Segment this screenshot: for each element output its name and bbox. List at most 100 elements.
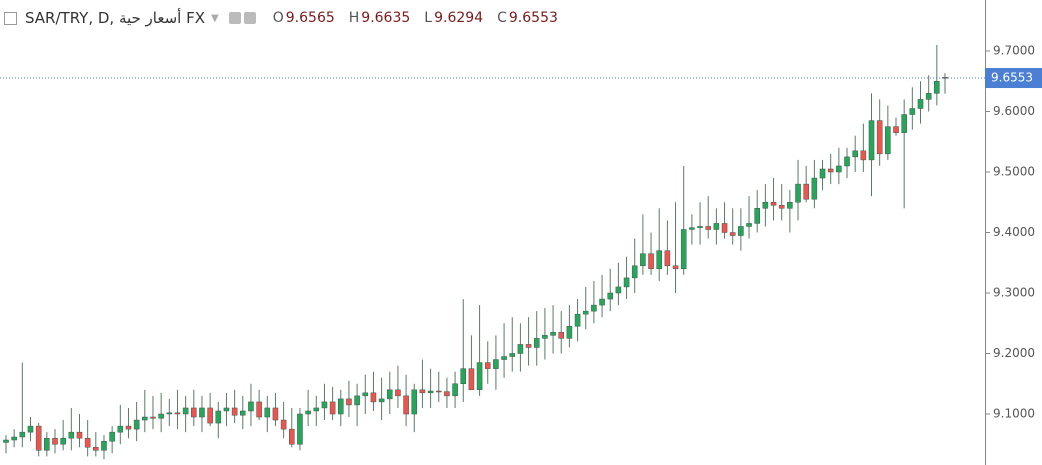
candle-body bbox=[713, 223, 720, 230]
candle-body bbox=[231, 407, 238, 416]
candle-body bbox=[811, 177, 818, 200]
candle-body bbox=[901, 114, 907, 133]
candle-body bbox=[248, 401, 254, 412]
ohlc-label: C bbox=[497, 10, 507, 26]
candle-body bbox=[844, 156, 850, 167]
candle-body bbox=[680, 229, 687, 270]
candle-body bbox=[917, 99, 924, 109]
candle-body bbox=[11, 436, 17, 441]
candle-body bbox=[199, 407, 205, 418]
ohlc-label: H bbox=[348, 10, 360, 26]
candle-body bbox=[109, 431, 115, 442]
candle-body bbox=[240, 410, 246, 416]
ohlc-value: 9.6553 bbox=[508, 10, 558, 26]
candle-body bbox=[19, 431, 26, 438]
candle-body bbox=[787, 202, 793, 209]
candle-body bbox=[452, 383, 458, 397]
candle-body bbox=[689, 227, 695, 230]
candle-body bbox=[631, 265, 638, 279]
candle-body bbox=[819, 168, 826, 179]
candle-body bbox=[909, 108, 916, 115]
candle-body bbox=[182, 407, 189, 415]
candle-body bbox=[705, 226, 711, 230]
candle-body bbox=[378, 398, 385, 403]
candle-body bbox=[852, 150, 858, 158]
candle-body bbox=[876, 120, 883, 155]
candle-body bbox=[264, 407, 271, 418]
candle-body bbox=[468, 368, 475, 391]
last-price-label: 9.6553 bbox=[991, 71, 1033, 85]
ohlc-value: 9.6565 bbox=[285, 10, 335, 26]
candle-body bbox=[582, 310, 589, 315]
candle-body bbox=[329, 401, 336, 415]
candle-body bbox=[158, 413, 164, 419]
dropdown[interactable]: ▼ bbox=[211, 12, 219, 24]
y-tick-label: 9.2000 bbox=[993, 346, 1035, 360]
candle-body bbox=[337, 398, 344, 415]
candle-body bbox=[84, 437, 91, 448]
candle-body bbox=[215, 410, 222, 424]
candle-body bbox=[52, 437, 58, 445]
candle-body bbox=[427, 390, 434, 394]
candle-body bbox=[721, 223, 728, 233]
candle-body bbox=[925, 93, 932, 100]
candle-body bbox=[623, 277, 630, 288]
candle-body bbox=[150, 416, 156, 419]
candle-body bbox=[795, 183, 801, 203]
y-tick-label: 9.4000 bbox=[993, 225, 1035, 239]
candle-body bbox=[803, 183, 809, 200]
ohlc-label: L bbox=[424, 10, 433, 26]
settings-icon[interactable] bbox=[243, 12, 256, 24]
collapse-toggle[interactable] bbox=[4, 11, 17, 25]
candle-body bbox=[836, 165, 842, 173]
candle-body bbox=[27, 425, 34, 433]
candle-body bbox=[558, 332, 565, 339]
candle-body bbox=[860, 150, 867, 161]
candle-body bbox=[574, 313, 581, 327]
candle-body bbox=[44, 437, 50, 451]
candle-body bbox=[827, 168, 834, 173]
candle-body bbox=[615, 286, 622, 294]
candle-body bbox=[778, 205, 785, 209]
candle-body bbox=[362, 392, 369, 397]
eye-icon[interactable] bbox=[228, 12, 241, 24]
candle-body bbox=[370, 392, 377, 403]
candle-body bbox=[142, 416, 148, 421]
candle-body bbox=[60, 437, 66, 445]
candle-body bbox=[386, 389, 393, 400]
candle-body bbox=[746, 223, 752, 227]
candle-body bbox=[395, 389, 401, 397]
ohlc-item: O 9.6565 bbox=[273, 10, 335, 26]
ohlc-item: L 9.6294 bbox=[424, 10, 483, 26]
candle-body bbox=[599, 298, 605, 306]
candle-body bbox=[672, 265, 679, 270]
candle-body bbox=[435, 390, 442, 393]
candle-body bbox=[885, 126, 891, 155]
candle-body bbox=[729, 232, 736, 236]
header: SAR/TRY, D, أسعار حية FX ▼ O 9.6565 H 9.663… bbox=[0, 6, 558, 30]
ohlc-item: H 9.6635 bbox=[349, 10, 411, 26]
candle-body bbox=[525, 344, 532, 348]
candle-body bbox=[542, 335, 548, 339]
ohlc-label: O bbox=[272, 10, 284, 26]
candle-body bbox=[191, 407, 197, 418]
candle-body bbox=[35, 425, 42, 451]
candle-body bbox=[493, 359, 499, 369]
candle-body bbox=[607, 292, 614, 300]
candle-body bbox=[297, 413, 303, 445]
candle-body bbox=[207, 407, 213, 424]
y-tick-label: 9.6000 bbox=[993, 104, 1035, 118]
candle-body bbox=[501, 356, 507, 360]
candle-body bbox=[517, 344, 524, 354]
candle-body bbox=[664, 250, 671, 267]
candle-body bbox=[289, 428, 295, 445]
candle-body bbox=[934, 81, 940, 94]
candle-body bbox=[754, 208, 760, 224]
candle-body bbox=[321, 401, 328, 409]
candle-body bbox=[762, 202, 769, 209]
y-tick-label: 9.3000 bbox=[993, 285, 1035, 299]
candle-body bbox=[509, 353, 516, 357]
candle-body bbox=[411, 389, 418, 415]
